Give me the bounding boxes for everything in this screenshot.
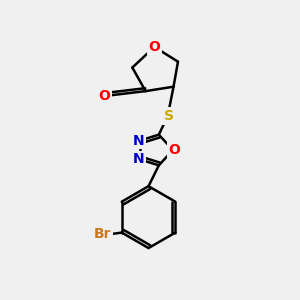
Text: N: N [132,134,144,148]
Text: Br: Br [94,227,111,241]
Text: O: O [148,40,160,54]
Text: O: O [98,88,110,103]
Text: O: O [169,143,180,157]
Text: N: N [132,152,144,167]
Text: S: S [164,109,174,123]
